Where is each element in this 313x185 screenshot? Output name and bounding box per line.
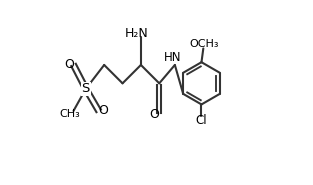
Text: OCH₃: OCH₃ xyxy=(189,39,219,49)
Text: S: S xyxy=(82,82,90,95)
Text: Cl: Cl xyxy=(196,114,207,127)
Text: O: O xyxy=(98,104,108,117)
Text: CH₃: CH₃ xyxy=(59,109,80,119)
Text: O: O xyxy=(64,58,74,71)
Text: HN: HN xyxy=(164,51,182,64)
Text: H₂N: H₂N xyxy=(125,27,148,40)
Text: O: O xyxy=(150,108,160,121)
